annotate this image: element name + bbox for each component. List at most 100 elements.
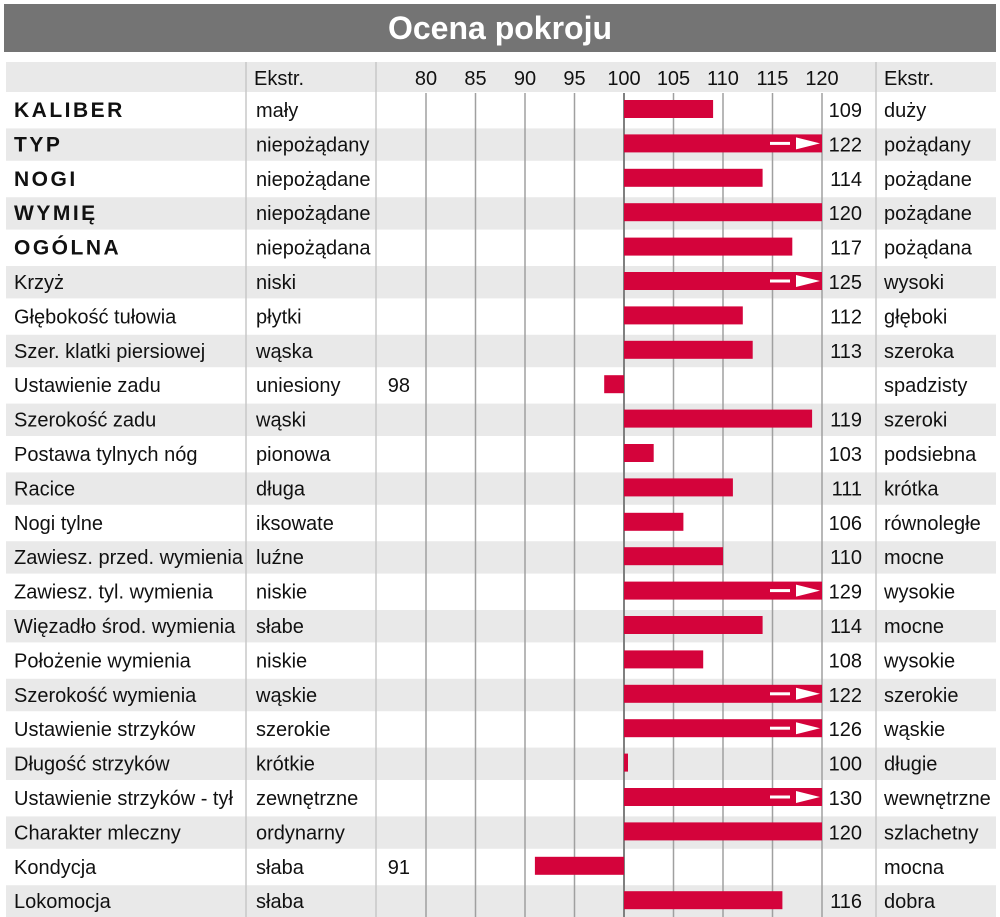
row-shade [6,609,996,644]
bar [624,203,822,222]
extreme-right: mocne [884,547,944,569]
bar [624,719,822,738]
value-label: 120 [829,822,862,844]
overflow-dash [770,692,790,696]
value-label: 111 [832,478,862,500]
value-label: 113 [830,341,862,363]
bar [624,788,822,806]
extreme-left: niskie [256,650,307,672]
bar [624,547,723,566]
extreme-left: niepożądana [256,238,371,260]
row-label: OGÓLNA [14,236,121,260]
extreme-left: słaba [256,857,305,879]
extreme-right: pożądane [884,203,972,225]
extreme-left: szerokie [256,719,330,741]
extreme-left: ordynarny [256,822,345,844]
bar [624,753,628,772]
row-shade [6,127,996,162]
extreme-left: pionowa [256,444,331,466]
overflow-arrow [796,687,820,700]
value-label: 114 [830,169,862,191]
tick-label: 100 [607,68,640,90]
value-label: 122 [829,134,862,156]
value-label: 120 [829,203,862,225]
value-label: 112 [830,306,862,328]
row-shade [6,540,996,575]
bar [624,272,822,290]
row-label: NOGI [14,168,78,191]
extreme-right: mocna [884,857,945,879]
overflow-dash [770,795,790,799]
extreme-left: krótkie [256,754,315,776]
bar [624,409,813,428]
row-label: Długość strzyków [14,754,170,776]
bar [624,581,822,600]
overflow-arrow [796,791,820,803]
extreme-right: duży [884,100,926,122]
extreme-right: głęboki [884,306,947,328]
extreme-right: mocne [884,616,944,638]
extreme-right: równoległe [884,513,981,535]
bar [624,822,822,841]
extreme-left: płytki [256,306,302,328]
extreme-left: długa [256,478,306,500]
extreme-right: wąskie [883,719,945,741]
overflow-arrow [796,137,820,150]
bar [624,512,684,531]
row-label: Krzyż [14,272,64,294]
row-label: Ustawienie strzyków [14,719,196,741]
value-label: 125 [829,272,862,294]
tick-label: 110 [707,68,739,90]
value-label: 91 [388,857,410,879]
overflow-dash [770,589,790,593]
row-label: Lokomocja [14,891,112,913]
tick-label: 115 [757,68,789,90]
row-shade [6,746,996,781]
value-label: 114 [830,616,862,638]
row-shade [6,815,996,850]
extreme-left: luźne [256,547,304,569]
value-label: 110 [830,547,862,569]
row-label: Ustawienie strzyków - tył [14,788,233,810]
extreme-right: wysokie [883,582,955,604]
value-label: 98 [388,375,410,397]
value-label: 108 [829,650,862,672]
extreme-right: szeroki [884,410,947,432]
row-shade [6,265,996,300]
bar [624,168,763,187]
tick-label: 90 [514,68,536,90]
bar [624,478,733,497]
overflow-arrow [796,275,820,287]
tick-label: 95 [563,68,585,90]
row-shade [6,402,996,437]
tick-label: 120 [805,68,838,90]
value-label: 100 [829,754,862,776]
value-label: 106 [829,513,862,535]
row-label: Położenie wymienia [14,650,192,672]
row-shade [6,196,996,231]
bar [624,684,822,703]
row-label: Nogi tylne [14,513,103,535]
overflow-dash [770,141,790,145]
extreme-left: wąski [255,410,306,432]
header-extr-right: Ekstr. [884,68,934,90]
value-label: 109 [829,100,862,122]
row-label: Więzadło środ. wymienia [14,616,236,638]
overflow-arrow [796,722,820,735]
extreme-right: podsiebna [884,444,977,466]
extreme-right: krótka [884,478,939,500]
extreme-left: iksowate [256,513,334,535]
row-label: Charakter mleczny [14,822,181,844]
header-row-bg [6,62,996,93]
value-label: 119 [830,410,862,432]
value-label: 130 [829,788,862,810]
extreme-right: długie [884,754,937,776]
row-shade [6,884,996,917]
extreme-left: niskie [256,582,307,604]
chart-title: Ocena pokroju [4,4,996,52]
row-label: Postawa tylnych nóg [14,444,197,466]
value-label: 117 [830,238,862,260]
overflow-arrow [796,584,820,597]
